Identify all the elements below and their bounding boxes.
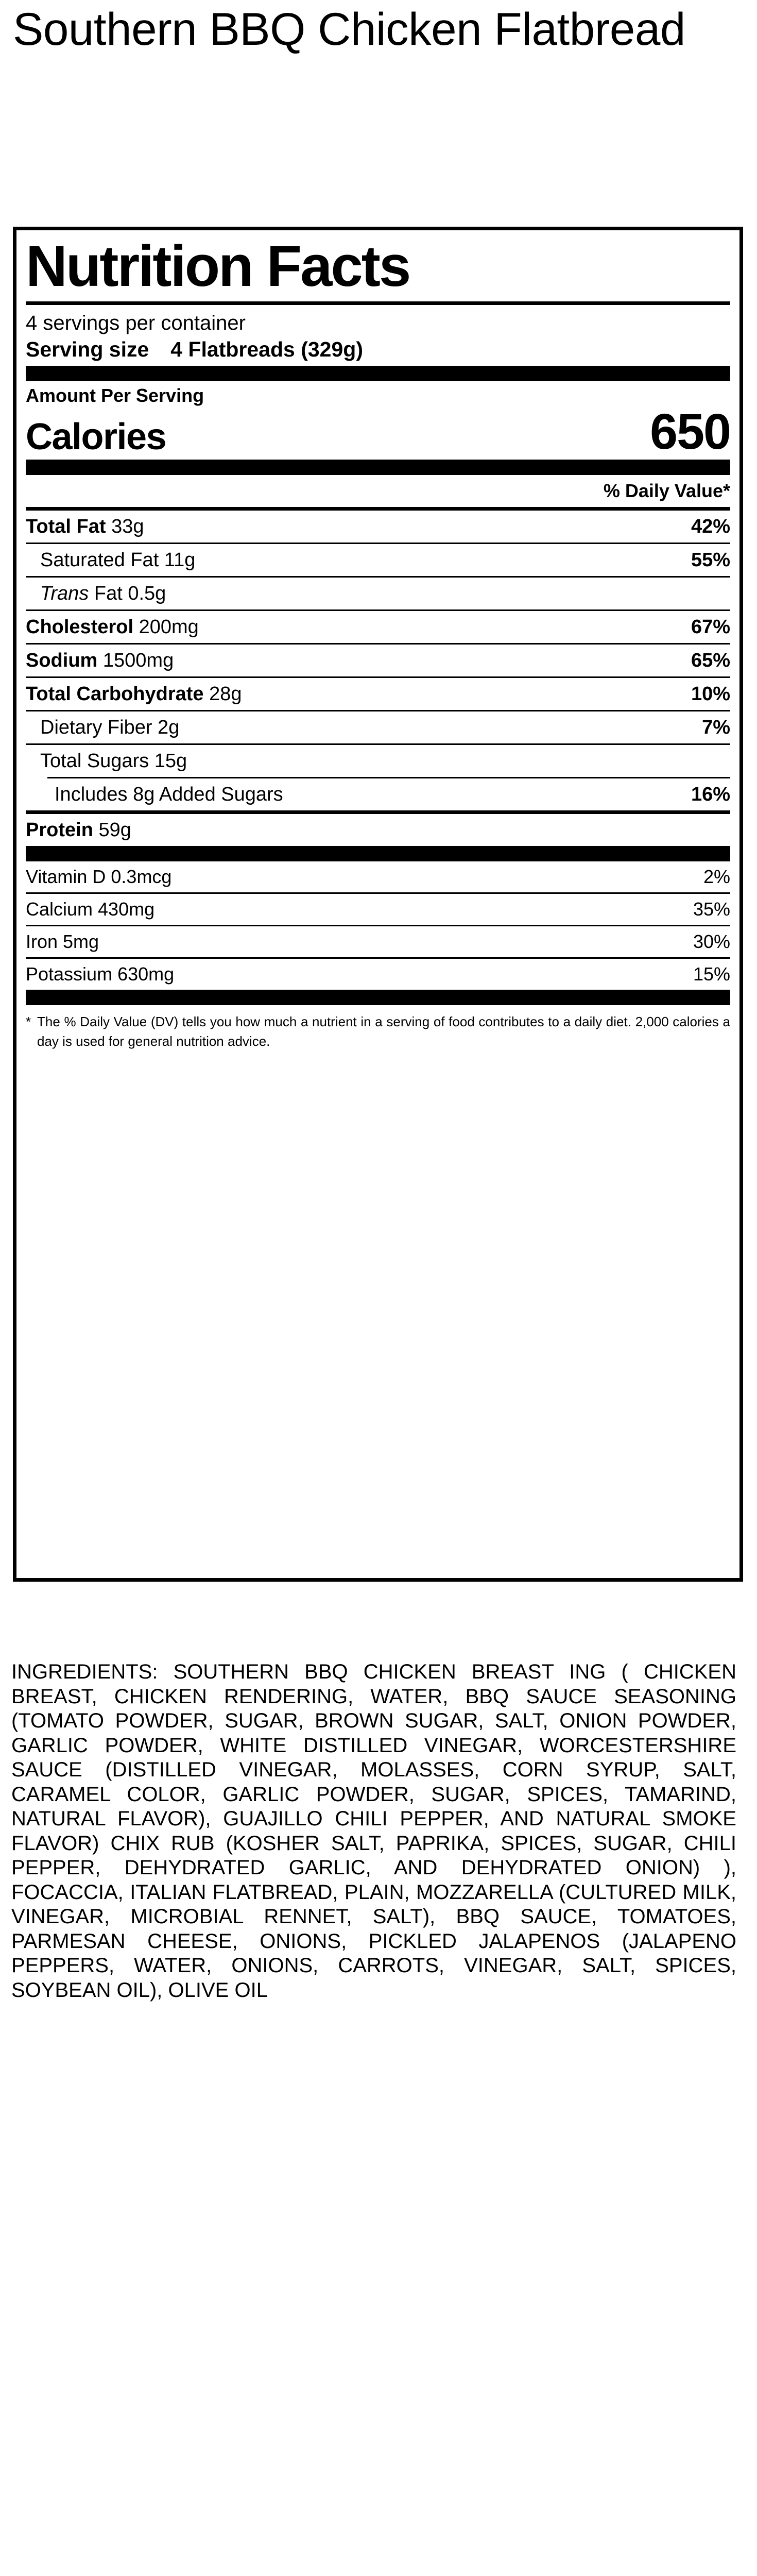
divider-row [26,576,730,578]
divider-under-dv-header [26,507,730,511]
nutrient-amount-total-fat: 33g [111,516,144,537]
serving-size-value: 4 Flatbreads (329g) [170,337,363,361]
divider-row [26,957,730,959]
nutrient-row-total-carbohydrate: Total Carbohydrate 28g 10% [26,678,730,710]
nutrient-row-dietary-fiber: Dietary Fiber 2g 7% [26,711,730,743]
calories-label: Calories [26,416,167,457]
nutrient-row-trans-fat: Trans Fat 0.5g [26,578,730,609]
nutrient-label-total-carbohydrate: Total Carbohydrate 28g [26,683,242,705]
vitamin-label-potassium: Potassium 630mg [26,963,175,985]
divider-row-indented [47,777,730,778]
vitamin-percent-calcium: 35% [693,899,730,920]
vitamin-row-calcium: Calcium 430mg 35% [26,894,730,925]
nutrient-amount-trans-fat: Fat 0.5g [89,583,166,604]
divider-row [26,676,730,678]
ingredients-statement: INGREDIENTS: SOUTHERN BBQ CHICKEN BREAST… [11,1660,736,2002]
nutrition-facts-body: Nutrition Facts 4 servings per container… [16,230,739,1578]
nutrient-name-sodium: Sodium [26,650,98,671]
vitamin-label-vitamin-d: Vitamin D 0.3mcg [26,866,172,887]
calories-value: 650 [650,403,731,460]
nutrient-label-protein: Protein 59g [26,819,131,841]
divider-thick-above-vitamins [26,846,730,861]
serving-size-label: Serving size [26,337,149,361]
vitamin-percent-iron: 30% [693,931,730,952]
nutrient-percent-cholesterol: 67% [691,616,730,638]
footnote-text: The % Daily Value (DV) tells you how muc… [37,1014,730,1049]
nutrient-label-cholesterol: Cholesterol 200mg [26,616,199,638]
divider-row [26,643,730,645]
nutrient-label-trans-fat: Trans Fat 0.5g [26,582,166,605]
divider-row [26,892,730,894]
divider-under-title [26,301,730,305]
nutrient-name-total-carbohydrate: Total Carbohydrate [26,683,204,705]
divider-row [26,743,730,745]
nutrition-facts-panel: Nutrition Facts 4 servings per container… [13,227,743,1582]
vitamin-row-potassium: Potassium 630mg 15% [26,959,730,990]
nutrient-row-added-sugars: Includes 8g Added Sugars 16% [26,778,730,810]
nutrient-amount-sodium: 1500mg [102,650,174,671]
vitamin-row-iron: Iron 5mg 30% [26,926,730,957]
divider-row [26,543,730,544]
nutrient-amount-protein: 59g [98,819,131,841]
nutrient-row-cholesterol: Cholesterol 200mg 67% [26,611,730,643]
divider-thick-above-calories [26,366,730,381]
nutrient-label-total-sugars: Total Sugars 15g [40,750,187,772]
page-title: Southern BBQ Chicken Flatbread [13,3,685,55]
nutrient-name-protein: Protein [26,819,93,841]
nutrient-label-added-sugars: Includes 8g Added Sugars [55,784,283,805]
nutrient-name-trans-italic: Trans [40,583,89,604]
nutrient-percent-total-fat: 42% [691,516,730,537]
nutrient-label-sodium: Sodium 1500mg [26,649,174,672]
nutrient-label-total-fat: Total Fat 33g [26,515,144,538]
divider-thick-under-calories [26,460,730,475]
nutrient-percent-dietary-fiber: 7% [702,717,730,738]
servings-per-container: 4 servings per container [26,312,246,334]
nutrient-percent-total-carbohydrate: 10% [691,683,730,705]
nutrient-row-sodium: Sodium 1500mg 65% [26,645,730,676]
daily-value-footnote: * The % Daily Value (DV) tells you how m… [26,1005,730,1051]
vitamin-percent-vitamin-d: 2% [703,866,730,887]
nutrient-row-total-fat: Total Fat 33g 42% [26,511,730,543]
nutrient-name-cholesterol: Cholesterol [26,616,134,638]
nutrition-facts-title: Nutrition Facts [26,234,411,298]
serving-size-row: Serving size 4 Flatbreads (329g) [26,336,730,366]
divider-row [26,609,730,611]
nutrient-row-protein: Protein 59g [26,814,730,846]
nutrient-percent-added-sugars: 16% [691,784,730,805]
calories-row: Calories 650 [26,403,731,460]
nutrient-label-dietary-fiber: Dietary Fiber 2g [40,717,180,738]
vitamin-label-calcium: Calcium 430mg [26,899,155,920]
footnote-asterisk: * [26,1014,31,1029]
daily-value-header: % Daily Value* [603,480,730,501]
nutrient-percent-saturated-fat: 55% [691,549,730,571]
vitamin-label-iron: Iron 5mg [26,931,99,952]
nutrient-label-saturated-fat: Saturated Fat 11g [40,549,196,571]
nutrient-amount-total-carbohydrate: 28g [209,683,242,705]
amount-per-serving-label: Amount Per Serving [26,385,204,406]
divider-row [26,925,730,926]
nutrient-row-total-sugars: Total Sugars 15g [26,745,730,777]
divider-above-protein [26,810,730,814]
nutrient-amount-cholesterol: 200mg [139,616,199,638]
divider-thick-above-footnote [26,990,730,1005]
vitamin-percent-potassium: 15% [693,963,730,985]
divider-row [26,710,730,711]
nutrient-row-saturated-fat: Saturated Fat 11g 55% [26,544,730,576]
nutrient-percent-sodium: 65% [691,650,730,671]
nutrient-name-total-fat: Total Fat [26,516,106,537]
vitamin-row-vitamin-d: Vitamin D 0.3mcg 2% [26,861,730,892]
